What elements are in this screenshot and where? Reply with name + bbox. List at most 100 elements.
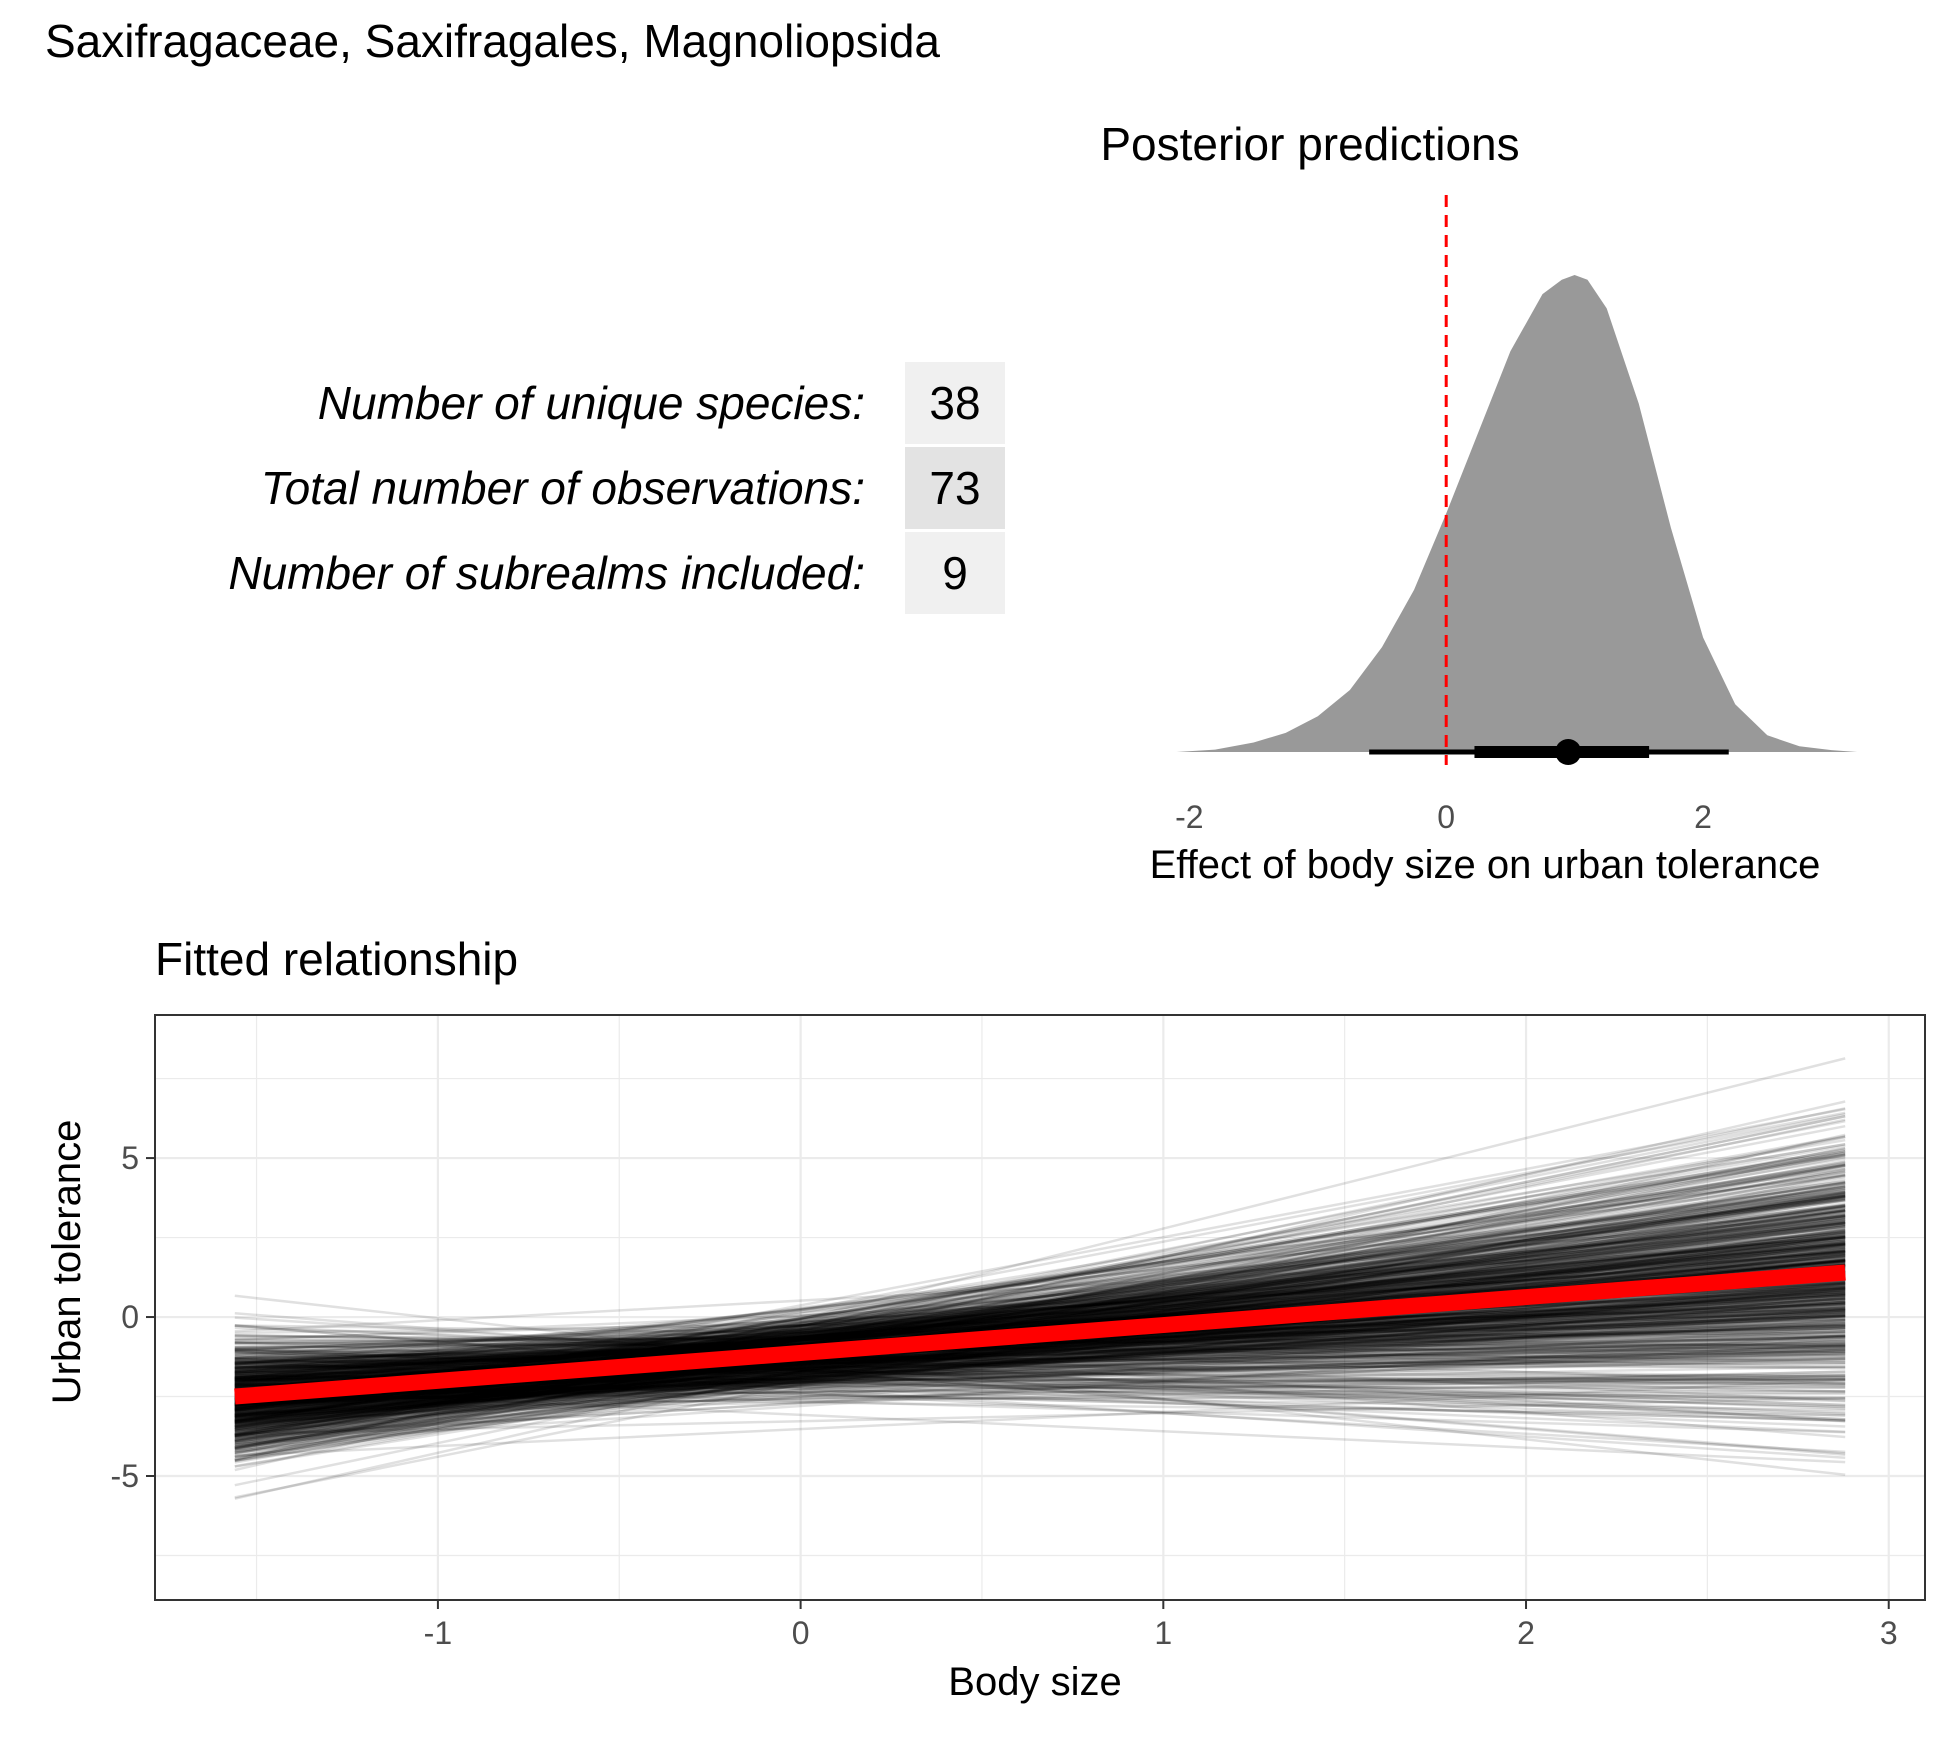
stats-label-subrealms: Number of subrealms included: [228,547,865,599]
posterior-draw-line [234,1174,1846,1431]
posterior-draw-line [234,1386,1846,1390]
posterior-draw-line [234,1324,1846,1455]
posterior-draw-line [234,1349,1846,1402]
posterior-draw-line [234,1348,1846,1424]
posterior-draw-line [234,1324,1846,1402]
posterior-draw-line [234,1347,1846,1399]
posterior-draw-line [234,1183,1846,1459]
posterior-draw-line [234,1341,1846,1357]
posterior-draw-line [234,1288,1846,1424]
posterior-draw-line [234,1210,1846,1439]
posterior-draw-line [234,1215,1846,1395]
posterior-draw-line [234,1350,1846,1406]
posterior-draw-line [234,1326,1846,1361]
fitted-mean-line [234,1264,1846,1405]
posterior-draw-line [234,1287,1846,1418]
posterior-draw-line [234,1286,1846,1418]
posterior-draw-line [234,1304,1846,1419]
posterior-draw-line [234,1204,1846,1421]
posterior-draw-line [234,1356,1846,1409]
posterior-draw-line [234,1314,1846,1426]
posterior-draw-line [234,1330,1846,1360]
posterior-draw-line [234,1295,1846,1409]
posterior-draw-line [234,1313,1846,1406]
posterior-draw-line [234,1353,1846,1399]
posterior-draw-line [234,1396,1846,1400]
posterior-draw-line [234,1263,1846,1382]
posterior-draw-line [234,1167,1846,1394]
posterior-draw-line [234,1164,1846,1451]
posterior-draw-line [234,1318,1846,1403]
posterior-draw-line [234,1245,1846,1366]
posterior-draw-line [234,1209,1846,1365]
posterior-draw-line [234,1349,1846,1396]
posterior-draw-line [234,1288,1846,1430]
fitted-y-label: Urban tolerance [45,1120,89,1405]
posterior-draw-line [234,1308,1846,1440]
posterior-draw-line [234,1194,1846,1399]
fitted-x-tick-label: 0 [792,1615,810,1651]
posterior-draw-line [234,1296,1846,1421]
posterior-draw-line [234,1282,1846,1443]
posterior-draw-line [234,1357,1846,1404]
posterior-draw-line [234,1307,1846,1411]
posterior-draw-line [234,1165,1846,1437]
posterior-draw-line [234,1328,1846,1376]
posterior-draw-line [234,1213,1846,1366]
posterior-draw-line [234,1220,1846,1373]
posterior-draw-line [234,1287,1846,1406]
posterior-draw-line [234,1115,1846,1449]
posterior-draw-line [234,1301,1846,1411]
posterior-draw-line [234,1326,1846,1385]
posterior-draw-line [234,1224,1846,1418]
posterior-draw-line [234,1203,1846,1389]
posterior-draw-line [234,1296,1846,1432]
stats-row-observations: Total number of observations: 73 [0,447,1010,529]
posterior-x-tick-label: 2 [1694,799,1712,835]
posterior-draw-line [234,1351,1846,1381]
posterior-draw-line [234,1348,1846,1385]
posterior-draw-line [234,1204,1846,1447]
posterior-draw-line [234,1149,1846,1487]
posterior-draw-line [234,1237,1846,1386]
posterior-draw-line [234,1330,1846,1407]
posterior-draw-line [234,1249,1846,1358]
posterior-draw-line [234,1358,1846,1396]
posterior-draw-line [234,1194,1846,1433]
posterior-draw-line [234,1336,1846,1401]
posterior-draw-line [234,1370,1846,1405]
posterior-draw-line [234,1192,1846,1449]
posterior-draw-line [234,1175,1846,1406]
posterior-draw-line [234,1365,1846,1396]
posterior-draw-line [234,1242,1846,1378]
posterior-draw-line [234,1312,1846,1379]
posterior-draw-line [234,1293,1846,1420]
posterior-draw-line [234,1372,1846,1395]
posterior-draw-line [234,1239,1846,1390]
posterior-draw-line [234,1250,1846,1367]
posterior-draw-line [234,1202,1846,1436]
posterior-draw-line [234,1181,1846,1426]
posterior-draw-line [234,1300,1846,1423]
posterior-draw-line [234,1191,1846,1454]
posterior-draw-line [234,1348,1846,1421]
posterior-draw-line [234,1299,1846,1427]
posterior-draw-line [234,1269,1846,1356]
posterior-draw-line [234,1288,1846,1408]
posterior-draw-line [234,1314,1846,1372]
posterior-draw-line [234,1196,1846,1436]
posterior-draw-line [234,1221,1846,1387]
posterior-draw-line [234,1378,1846,1422]
posterior-draw-line [234,1170,1846,1439]
posterior-draw-line [234,1153,1846,1437]
posterior-draw-line [234,1286,1846,1416]
posterior-draw-line [234,1344,1846,1407]
posterior-draw-line [234,1246,1846,1386]
stats-value-subrealms: 9 [905,532,1005,614]
posterior-draw-line [234,1243,1846,1393]
posterior-draw-line [234,1386,1846,1412]
posterior-draw-line [234,1338,1846,1348]
posterior-x-label: Effect of body size on urban tolerance [1150,843,1821,887]
posterior-draw-line [234,1221,1846,1428]
posterior-draw-line [234,1378,1846,1422]
